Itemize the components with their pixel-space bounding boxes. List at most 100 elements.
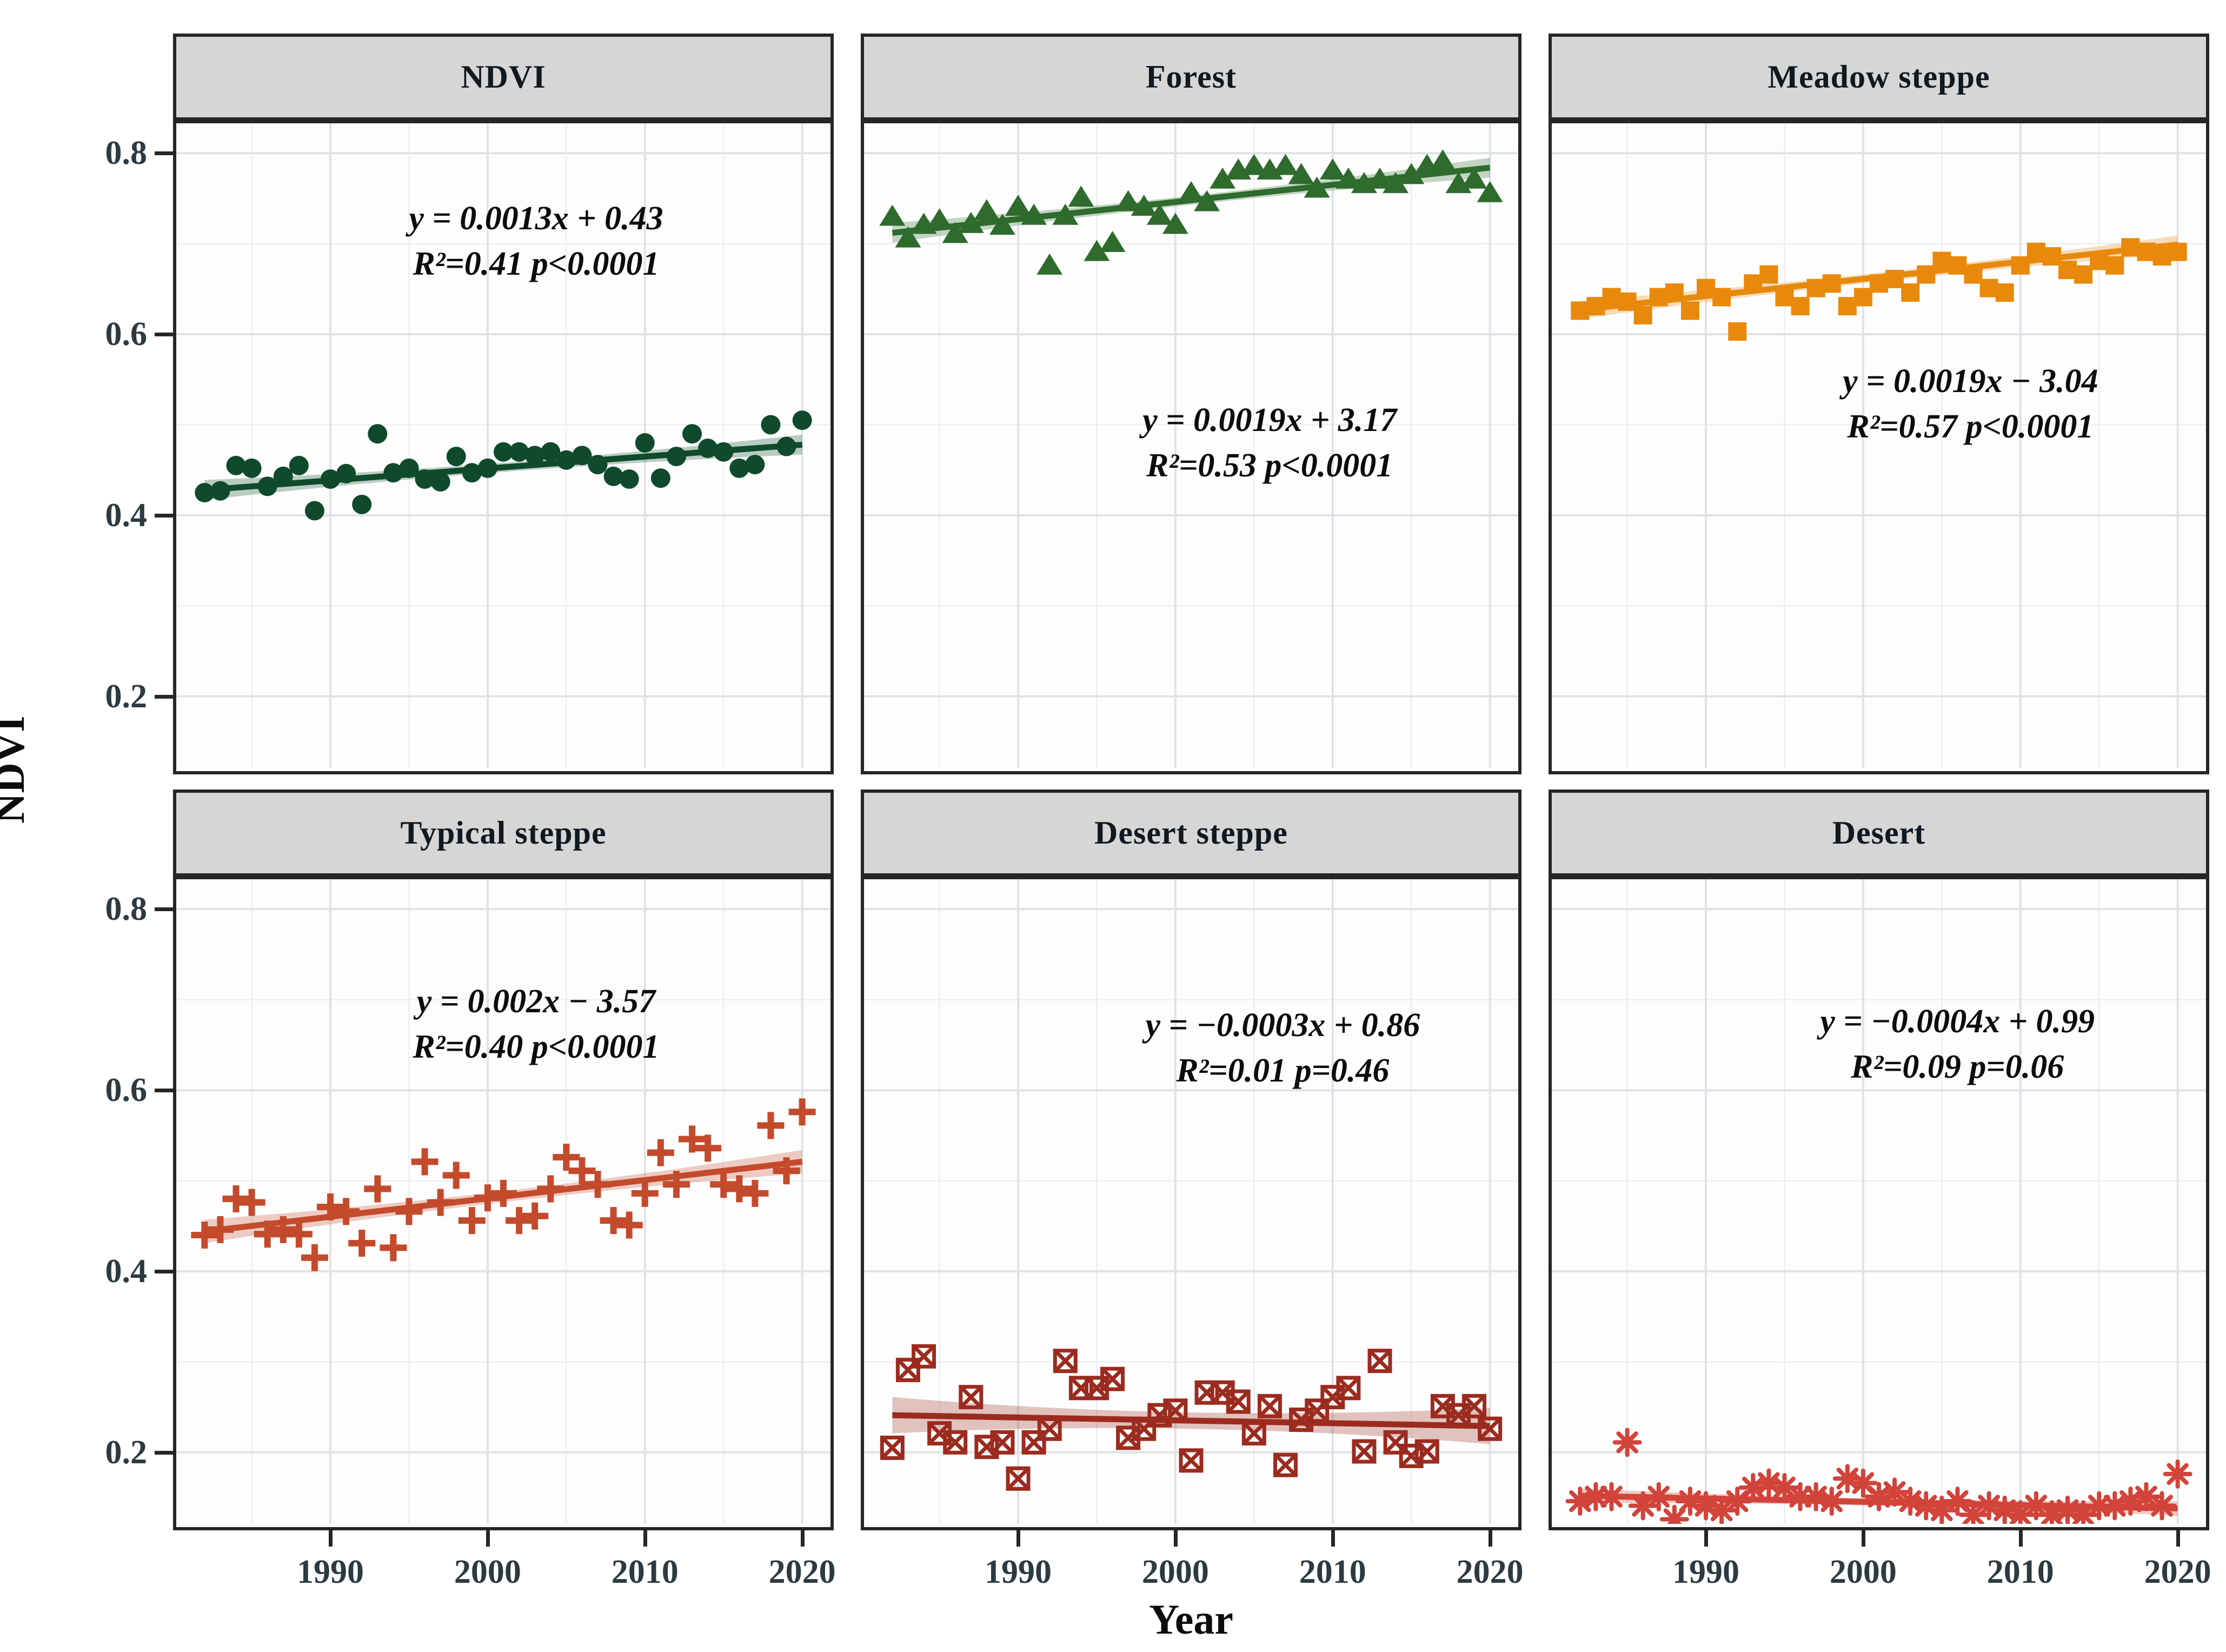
data-point bbox=[1021, 203, 1047, 225]
data-point bbox=[1744, 274, 1763, 293]
facet-title: Forest bbox=[1145, 59, 1237, 95]
panel-desert-steppe: Desert steppe y = −0.0003x + 0.86 R²=0.0… bbox=[861, 789, 1521, 1530]
data-point bbox=[603, 466, 623, 486]
data-point bbox=[2116, 1487, 2145, 1516]
data-point bbox=[556, 450, 576, 470]
data-point bbox=[1179, 1449, 1203, 1472]
data-point bbox=[1853, 288, 1872, 307]
x-tick-mark bbox=[1173, 1527, 1178, 1547]
data-point bbox=[879, 204, 906, 226]
data-point bbox=[2090, 251, 2109, 270]
x-tick-mark bbox=[486, 1527, 490, 1547]
x-tick-mark bbox=[2176, 1527, 2180, 1547]
data-point bbox=[895, 1357, 920, 1382]
data-point bbox=[2037, 1500, 2066, 1524]
data-point bbox=[1163, 1398, 1188, 1423]
data-point bbox=[2163, 1459, 2192, 1489]
equation-line: y = 0.0019x − 3.04 bbox=[1843, 363, 2098, 400]
x-tick-mark bbox=[1331, 1527, 1335, 1547]
data-point bbox=[588, 455, 608, 475]
data-point bbox=[1068, 185, 1094, 207]
data-point bbox=[615, 1211, 643, 1239]
scatter-plot-meadow-steppe bbox=[1552, 123, 2206, 768]
data-point bbox=[509, 442, 529, 462]
x-tick-label: 2000 bbox=[1829, 1554, 1897, 1590]
data-point bbox=[537, 1175, 564, 1203]
data-point bbox=[1319, 158, 1346, 180]
data-point bbox=[427, 1189, 454, 1216]
facet-title: Typical steppe bbox=[400, 815, 607, 851]
data-point bbox=[1272, 154, 1299, 175]
data-point bbox=[1602, 288, 1621, 307]
data-point bbox=[1633, 306, 1652, 324]
data-point bbox=[191, 1221, 218, 1249]
data-point bbox=[679, 1125, 706, 1153]
data-point bbox=[912, 1344, 936, 1368]
data-point bbox=[714, 442, 734, 462]
data-point bbox=[1006, 1466, 1031, 1491]
data-point bbox=[1242, 1422, 1266, 1445]
facet-strip: Typical steppe bbox=[173, 789, 834, 879]
data-point bbox=[568, 1157, 596, 1185]
x-tick-label: 2010 bbox=[1986, 1554, 2054, 1590]
data-point bbox=[973, 199, 1000, 221]
data-point bbox=[301, 1244, 328, 1271]
data-point bbox=[635, 433, 655, 453]
data-point bbox=[1901, 283, 1920, 302]
regression-annotation: y = −0.0003x + 0.86 R²=0.01 p=0.46 bbox=[1146, 1003, 1420, 1093]
data-point bbox=[2147, 1491, 2177, 1521]
data-point bbox=[477, 458, 497, 478]
data-point bbox=[2121, 238, 2140, 257]
data-point bbox=[1131, 195, 1157, 216]
data-point bbox=[1273, 1452, 1298, 1477]
stats-line: R²=0.01 p=0.46 bbox=[1176, 1052, 1390, 1089]
data-point bbox=[352, 494, 372, 514]
data-point bbox=[1367, 167, 1393, 189]
data-point bbox=[1838, 297, 1857, 316]
data-point bbox=[380, 1234, 407, 1262]
data-point bbox=[1164, 1399, 1187, 1423]
data-point bbox=[494, 442, 513, 462]
data-point bbox=[1759, 265, 1778, 284]
plot-area-desert: y = −0.0004x + 0.99 R²=0.09 p=0.06 bbox=[1549, 879, 2209, 1530]
data-point bbox=[650, 468, 670, 488]
x-tick-mark bbox=[329, 1527, 333, 1547]
scatter-plot-typical-steppe bbox=[176, 879, 830, 1524]
data-point bbox=[2026, 242, 2045, 261]
facet-strip: NDVI bbox=[173, 34, 834, 123]
plot-area-typical-steppe: y = 0.002x − 3.57 R²=0.40 p<0.0001 bbox=[173, 879, 834, 1530]
data-point bbox=[1335, 167, 1361, 189]
data-point bbox=[682, 424, 702, 444]
data-point bbox=[1979, 278, 1998, 297]
data-point bbox=[222, 1185, 250, 1212]
data-point bbox=[666, 447, 686, 467]
data-point bbox=[1817, 1487, 1846, 1516]
data-point bbox=[2074, 265, 2093, 284]
data-point bbox=[1305, 1398, 1330, 1423]
data-point bbox=[741, 1179, 769, 1207]
data-point bbox=[1241, 1421, 1266, 1446]
data-point bbox=[942, 222, 968, 243]
data-point bbox=[321, 469, 341, 489]
data-point bbox=[474, 1184, 501, 1212]
scatter-plot-desert-steppe bbox=[864, 879, 1518, 1524]
y-tick-label: 0.2 bbox=[105, 1434, 148, 1471]
data-point bbox=[226, 455, 246, 475]
data-point bbox=[912, 1344, 936, 1369]
y-tick-label: 0.4 bbox=[105, 1252, 148, 1290]
facet-strip: Desert steppe bbox=[861, 789, 1521, 879]
data-point bbox=[1463, 1394, 1486, 1418]
data-point bbox=[442, 1162, 470, 1189]
y-tick-mark bbox=[155, 1450, 173, 1455]
data-point bbox=[1194, 190, 1220, 211]
data-point bbox=[1226, 1389, 1251, 1414]
data-point bbox=[210, 481, 230, 501]
data-point bbox=[880, 1435, 905, 1460]
data-point bbox=[1257, 1394, 1282, 1418]
x-tick-mark bbox=[2018, 1527, 2023, 1547]
data-point bbox=[1995, 283, 2014, 302]
y-tick-label: 0.8 bbox=[105, 891, 148, 928]
data-point bbox=[1414, 1439, 1439, 1464]
facet-strip: Forest bbox=[861, 34, 1521, 123]
data-point bbox=[195, 483, 215, 503]
